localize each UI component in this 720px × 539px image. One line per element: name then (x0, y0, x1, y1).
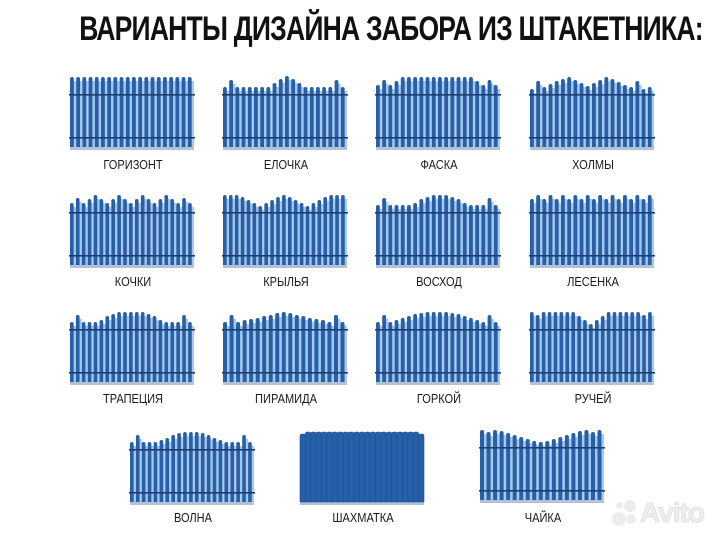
fence-label: ХОЛМЫ (572, 157, 614, 172)
fence-illustration (479, 430, 605, 503)
fence-variant-ruchey: РУЧЕЙ (528, 310, 658, 406)
fence-variant-lesenka: ЛЕСЕНКА (528, 193, 658, 289)
fence-variant-gorkoy: ГОРКОЙ (374, 310, 504, 406)
fence-illustration (222, 195, 348, 268)
fence-illustration (375, 77, 501, 150)
fence-label: ГОРКОЙ (416, 391, 462, 406)
fence-variant-kholmy: ХОЛМЫ (528, 75, 658, 172)
fence-variant-kochki: КОЧКИ (68, 193, 198, 289)
fence-illustration (69, 312, 195, 385)
avito-logo-icon (612, 500, 638, 526)
fence-illustration (222, 76, 348, 150)
fence-variant-krylya: КРЫЛЬЯ (221, 193, 351, 289)
fence-label: ЕЛОЧКА (263, 157, 309, 172)
fence-illustration (299, 431, 425, 505)
fence-label: КРЫЛЬЯ (263, 274, 309, 289)
fence-illustration (222, 312, 348, 385)
page-title: ВАРИАНТЫ ДИЗАЙНА ЗАБОРА ИЗ ШТАКЕТНИКА: (79, 10, 703, 48)
fence-illustration (529, 195, 655, 268)
avito-watermark: Avito (612, 497, 706, 529)
fence-illustration (529, 77, 655, 150)
fence-variant-shakhmatka: ШАХМАТКА (298, 430, 428, 525)
fence-label: РУЧЕЙ (574, 391, 612, 406)
fence-label: ЧАЙКА (524, 510, 562, 525)
fence-variant-volna: ВОЛНА (128, 430, 258, 525)
fence-variant-chayka: ЧАЙКА (478, 428, 608, 525)
watermark-text: Avito (640, 497, 706, 529)
fence-variant-faska: ФАСКА (374, 75, 504, 172)
fence-label: ВОЛНА (173, 510, 213, 525)
fence-label: КОЧКИ (114, 274, 152, 289)
fence-illustration (129, 432, 255, 505)
fence-illustration (529, 312, 655, 385)
fence-label: ЛЕСЕНКА (567, 274, 619, 289)
fence-variant-elochka: ЕЛОЧКА (221, 75, 351, 172)
fence-label: ТРАПЕЦИЯ (102, 391, 164, 406)
fence-label: ВОСХОД (416, 274, 462, 289)
fence-illustration (69, 77, 195, 150)
fence-label: ШАХМАТКА (332, 510, 394, 525)
fence-illustration (375, 195, 501, 268)
fence-label: ГОРИЗОНТ (103, 157, 163, 172)
fence-illustration (69, 195, 195, 268)
fence-variant-voskhod: ВОСХОД (374, 193, 504, 289)
fence-variant-piramida: ПИРАМИДА (221, 310, 351, 406)
fence-illustration (375, 312, 501, 385)
fence-variant-trapeciya: ТРАПЕЦИЯ (68, 310, 198, 406)
fence-label: ПИРАМИДА (255, 391, 317, 406)
fence-variant-gorizont: ГОРИЗОНТ (68, 75, 198, 172)
fence-label: ФАСКА (420, 157, 458, 172)
